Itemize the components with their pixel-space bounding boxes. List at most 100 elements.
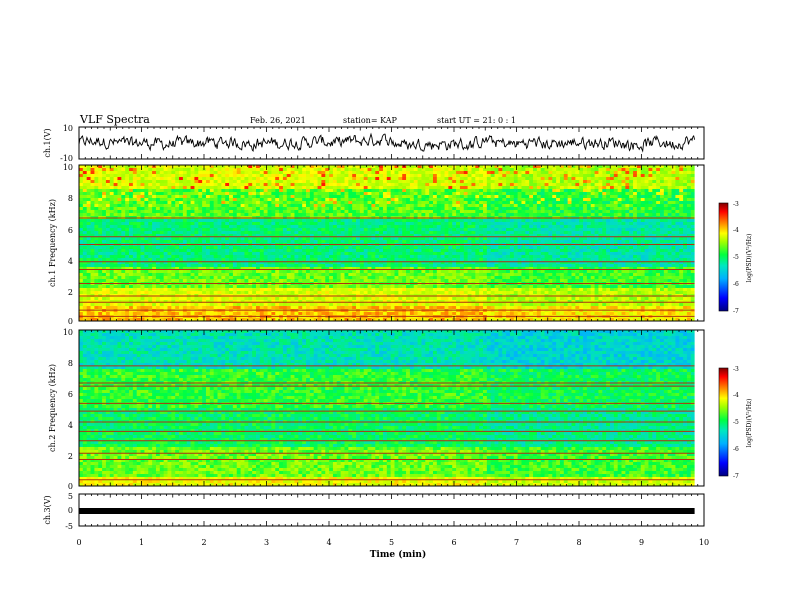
spectrogram-cell xyxy=(679,213,684,217)
spectrogram-cell xyxy=(298,189,303,193)
spectrogram-cell xyxy=(82,234,88,238)
spectrogram-cell xyxy=(656,246,661,250)
spectrogram-cell xyxy=(194,165,199,169)
spectrogram-cell xyxy=(409,189,415,193)
spectrogram-cell xyxy=(105,204,111,208)
spectrogram-cell xyxy=(494,213,499,217)
spectrogram-cell xyxy=(409,168,415,172)
spectrogram-cell xyxy=(117,198,122,202)
spectrogram-cell xyxy=(559,237,565,241)
spectrogram-cell xyxy=(660,198,665,202)
spectrogram-cell xyxy=(359,192,365,196)
spectrogram-cell xyxy=(186,240,191,244)
spectrogram-cell xyxy=(413,213,418,217)
spectrogram-cell xyxy=(275,201,280,205)
spectrogram-cell xyxy=(409,180,415,184)
spectrogram-cell xyxy=(486,204,492,208)
spectrogram-cell xyxy=(86,231,91,235)
spectrogram-cell xyxy=(417,225,422,229)
spectrogram-cell xyxy=(590,207,595,211)
spectrogram-cell xyxy=(506,213,511,217)
spectrogram-cell xyxy=(440,219,445,223)
spectrogram-cell xyxy=(98,168,103,172)
spectrogram-cell xyxy=(186,231,191,235)
spectrogram-cell xyxy=(486,234,492,238)
spectrogram-cell xyxy=(425,246,430,250)
spectrogram-cell xyxy=(513,165,519,169)
spectrogram-cell xyxy=(571,189,576,193)
spectrogram-cell xyxy=(652,237,657,241)
spectrogram-cell xyxy=(348,192,353,196)
spectrogram-cell xyxy=(629,234,634,238)
spectrogram-cell xyxy=(202,240,207,244)
spectrogram-cell xyxy=(117,207,122,211)
spectrogram-cell xyxy=(663,210,669,214)
spectrogram-cell xyxy=(252,225,257,229)
spectrogram-cell xyxy=(640,231,646,235)
spectrogram-cell xyxy=(82,189,88,193)
spectrogram-cell xyxy=(483,168,488,172)
spectrogram-cell xyxy=(679,249,684,253)
spectrogram-cell xyxy=(544,234,549,238)
spectrogram-cell xyxy=(602,234,607,238)
spectrogram-cell xyxy=(244,231,249,235)
spectrogram-cell xyxy=(386,252,392,256)
spectrogram-cell xyxy=(663,183,669,187)
spectrogram-cell xyxy=(113,177,118,181)
spectrogram-cell xyxy=(479,252,484,256)
spectrogram-cell xyxy=(459,222,465,226)
spectrogram-cell xyxy=(309,234,315,238)
spectrogram-cell xyxy=(306,219,311,223)
spectrogram-cell xyxy=(298,234,303,238)
spectrogram-cell xyxy=(175,219,180,223)
spectrogram-cell xyxy=(559,222,565,226)
spectrogram-cell xyxy=(198,180,203,184)
spectrogram-cell xyxy=(240,222,245,226)
spectrogram-cell xyxy=(332,213,338,217)
spectrogram-cell xyxy=(567,177,572,181)
spectrogram-cell xyxy=(567,207,572,211)
spectrogram-cell xyxy=(548,198,553,202)
spectrogram-cell xyxy=(525,195,530,199)
spectrogram-cell xyxy=(140,249,145,253)
spectrogram-cell xyxy=(140,219,145,223)
spectrogram-cell xyxy=(660,165,665,169)
spectrogram-cell xyxy=(382,246,388,250)
spectrogram-cell xyxy=(132,219,138,223)
spectrogram-cell xyxy=(159,168,165,172)
spectrogram-cell xyxy=(252,198,257,202)
spectrogram-cell xyxy=(613,252,619,256)
spectrogram-cell xyxy=(563,210,569,214)
spectrogram-cell xyxy=(390,177,395,181)
spectrogram-cell xyxy=(275,249,280,253)
spectrogram-cell xyxy=(517,234,522,238)
spectrogram-cell xyxy=(98,240,103,244)
spectrogram-cell xyxy=(667,234,672,238)
spectrogram-cell xyxy=(640,198,646,202)
spectrogram-cell xyxy=(155,210,161,214)
spectrogram-cell xyxy=(652,201,657,205)
spectrogram-cell xyxy=(202,249,207,253)
spectrogram-cell xyxy=(444,180,449,184)
spectrogram-cell xyxy=(575,234,580,238)
spectrogram-cell xyxy=(217,201,222,205)
spectrogram-cell xyxy=(536,177,542,181)
spectrogram-cell xyxy=(205,207,211,211)
spectrogram-cell xyxy=(229,192,234,196)
spectrogram-cell xyxy=(90,207,95,211)
spectrogram-cell xyxy=(413,183,418,187)
spectrogram-cell xyxy=(267,210,272,214)
spectrogram-cell xyxy=(336,192,342,196)
spectrogram-cell xyxy=(167,174,172,178)
spectrogram-cell xyxy=(390,222,395,226)
spectrogram-cell xyxy=(248,231,253,235)
spectrogram-cell xyxy=(382,180,388,184)
spectrogram-cell xyxy=(406,249,411,253)
spectrogram-cell xyxy=(413,177,418,181)
spectrogram-cell xyxy=(86,186,91,190)
spectrogram-cell xyxy=(690,204,696,208)
spectrogram-cell xyxy=(171,228,176,232)
spectrogram-cell xyxy=(394,165,399,169)
spectrogram-cell xyxy=(579,222,584,226)
spectrogram-cell xyxy=(652,177,657,181)
